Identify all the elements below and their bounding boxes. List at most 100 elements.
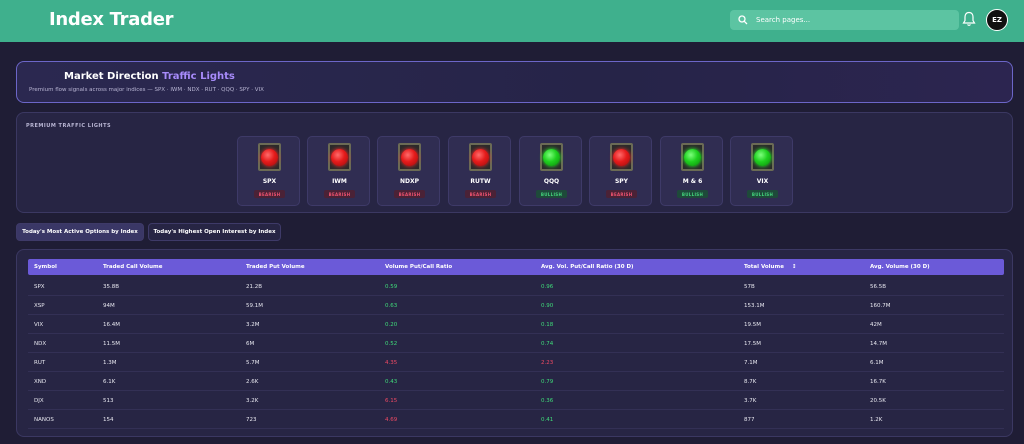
search-input[interactable] (756, 12, 946, 28)
cell-avg-ratio: 0.79 (541, 379, 554, 385)
table-row[interactable]: XSP 94M 59.1M 0.63 0.90 153.1M 160.7M (28, 297, 1004, 315)
traffic-light-card[interactable]: SPX BEARISH (237, 136, 300, 206)
tab-open-interest[interactable]: Today's Highest Open Interest by Index (148, 223, 281, 241)
cell-total-volume: 17.5M (744, 341, 761, 347)
cell-put-volume: 5.7M (246, 360, 260, 366)
cell-symbol: VIX (34, 322, 44, 328)
traffic-light-name: SPY (614, 178, 629, 185)
hero-subtitle: Premium flow signals across major indice… (29, 87, 264, 93)
table-row[interactable]: DJX 513 3.2K 6.15 0.36 3.7K 20.5K (28, 392, 1004, 410)
traffic-light-card[interactable]: NDXP BEARISH (377, 136, 440, 206)
cell-avg-ratio: 0.36 (541, 398, 554, 404)
cell-avg-volume: 1.2K (870, 417, 883, 423)
lamp-green (684, 148, 701, 166)
tab-most-active[interactable]: Today's Most Active Options by Index (16, 223, 144, 241)
hero-banner: Market Direction Traffic Lights Premium … (16, 61, 1013, 103)
table-row[interactable]: NANOS 154 723 4.69 0.41 877 1.2K (28, 411, 1004, 429)
cell-avg-volume: 42M (870, 322, 882, 328)
hero-title-main: Market Direction (64, 71, 163, 82)
cell-avg-ratio: 0.74 (541, 341, 554, 347)
status-badge: BEARISH (394, 190, 425, 198)
cell-call-volume: 6.1K (103, 379, 116, 385)
column-header-avg-ratio[interactable]: Avg. Vol. Put/Call Ratio (30 D) (541, 264, 634, 270)
traffic-light-name: RUTW (470, 178, 491, 185)
traffic-lights-panel: PREMIUM TRAFFIC LIGHTS SPX BEARISH IWM B… (16, 112, 1013, 213)
table-header: Symbol Traded Call Volume Traded Put Vol… (28, 259, 1004, 275)
cell-ratio: 0.43 (385, 379, 398, 385)
cell-avg-volume: 14.7M (870, 341, 887, 347)
traffic-light-card[interactable]: VIX BULLISH (730, 136, 793, 206)
cell-put-volume: 3.2K (246, 398, 259, 404)
cell-call-volume: 154 (103, 417, 114, 423)
traffic-light-name: IWM (332, 178, 347, 185)
traffic-light-icon (751, 143, 774, 171)
sort-icon[interactable]: ↕ (791, 264, 797, 270)
cell-ratio: 0.63 (385, 303, 398, 309)
table-row[interactable]: SPX 35.8B 21.2B 0.59 0.96 57B 56.5B (28, 278, 1004, 296)
traffic-light-name: QQQ (543, 178, 560, 185)
status-badge: BEARISH (465, 190, 496, 198)
table-row[interactable]: VIX 16.4M 3.2M 0.20 0.18 19.5M 42M (28, 316, 1004, 334)
avatar[interactable]: EZ (986, 9, 1008, 31)
cell-avg-volume: 56.5B (870, 284, 887, 290)
app-title[interactable]: Index Trader (49, 9, 174, 30)
table-row[interactable]: RUT 1.3M 5.7M 4.35 2.23 7.1M 6.1M (28, 354, 1004, 372)
cell-ratio: 0.20 (385, 322, 398, 328)
lamp-red (331, 148, 348, 166)
cell-ratio: 0.59 (385, 284, 398, 290)
cell-symbol: NDX (34, 341, 47, 347)
traffic-light-icon (681, 143, 704, 171)
status-badge: BULLISH (536, 190, 567, 198)
cell-call-volume: 94M (103, 303, 115, 309)
status-badge: BULLISH (677, 190, 708, 198)
traffic-light-icon (398, 143, 421, 171)
traffic-light-icon (610, 143, 633, 171)
cell-symbol: SPX (34, 284, 45, 290)
cell-avg-ratio: 2.23 (541, 360, 554, 366)
cell-total-volume: 19.5M (744, 322, 761, 328)
lamp-red (261, 148, 278, 166)
cell-symbol: DJX (34, 398, 44, 404)
traffic-light-icon (328, 143, 351, 171)
cell-total-volume: 877 (744, 417, 755, 423)
cell-avg-ratio: 0.41 (541, 417, 554, 423)
traffic-light-card[interactable]: QQQ BULLISH (519, 136, 582, 206)
traffic-light-card[interactable]: RUTW BEARISH (448, 136, 511, 206)
table-row[interactable]: XND 6.1K 2.6K 0.43 0.79 8.7K 16.7K (28, 373, 1004, 391)
column-header-total-volume[interactable]: Total Volume ↕ (744, 259, 796, 275)
column-header-put-volume[interactable]: Traded Put Volume (246, 264, 305, 270)
table-row[interactable]: NDX 11.5M 6M 0.52 0.74 17.5M 14.7M (28, 335, 1004, 353)
cell-put-volume: 2.6K (246, 379, 259, 385)
traffic-light-card[interactable]: M & 6 BULLISH (660, 136, 723, 206)
status-badge: BEARISH (606, 190, 637, 198)
column-header-ratio[interactable]: Volume Put/Call Ratio (385, 264, 453, 270)
cell-call-volume: 513 (103, 398, 114, 404)
top-bar: Index Trader EZ (0, 0, 1024, 42)
search-bar[interactable] (730, 10, 959, 30)
traffic-light-name: M & 6 (682, 178, 703, 185)
traffic-light-icon (469, 143, 492, 171)
traffic-light-card[interactable]: IWM BEARISH (307, 136, 370, 206)
bell-icon[interactable] (962, 11, 976, 27)
traffic-light-card[interactable]: SPY BEARISH (589, 136, 652, 206)
traffic-light-name: NDXP (399, 178, 420, 185)
cell-avg-volume: 160.7M (870, 303, 891, 309)
column-header-call-volume[interactable]: Traded Call Volume (103, 264, 163, 270)
column-header-avg-volume[interactable]: Avg. Volume (30 D) (870, 264, 930, 270)
cell-avg-ratio: 0.18 (541, 322, 554, 328)
options-table: Symbol Traded Call Volume Traded Put Vol… (16, 249, 1013, 437)
cell-call-volume: 16.4M (103, 322, 120, 328)
status-badge: BEARISH (254, 190, 285, 198)
column-header-symbol[interactable]: Symbol (34, 264, 57, 270)
cell-ratio: 6.15 (385, 398, 398, 404)
cell-call-volume: 11.5M (103, 341, 120, 347)
cell-put-volume: 59.1M (246, 303, 263, 309)
cell-put-volume: 6M (246, 341, 255, 347)
traffic-light-name: VIX (756, 178, 769, 185)
cell-avg-volume: 16.7K (870, 379, 886, 385)
cell-symbol: NANOS (34, 417, 54, 423)
cell-total-volume: 8.7K (744, 379, 757, 385)
cell-ratio: 4.35 (385, 360, 398, 366)
lamp-red (401, 148, 418, 166)
hero-title: Market Direction Traffic Lights (64, 71, 235, 82)
